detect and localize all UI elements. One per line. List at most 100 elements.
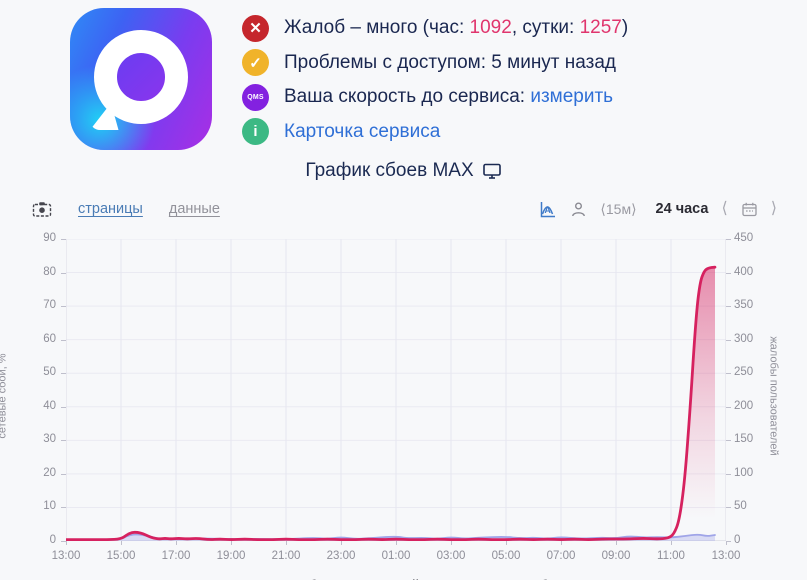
tick-mark xyxy=(506,541,507,545)
tick-mark xyxy=(176,541,177,545)
tick-mark xyxy=(726,272,731,274)
tick-mark xyxy=(61,339,66,341)
svg-text:A: A xyxy=(545,205,552,215)
legend-item[interactable]: жалобы пользователей xyxy=(245,577,419,580)
tick-mark xyxy=(726,239,731,240)
tab-pages[interactable]: страницы xyxy=(78,201,143,217)
tick-mark xyxy=(671,541,672,545)
legend-label: сетевые сбои xyxy=(480,577,562,580)
status-text-segment: , сутки: xyxy=(511,17,580,38)
calendar-icon[interactable] xyxy=(741,201,758,218)
chart-title-text: График сбоев MAX xyxy=(305,160,474,181)
status-text-segment: Проблемы с доступом: 5 минут назад xyxy=(284,51,616,73)
left-axis-tick-label: 50 xyxy=(43,366,56,379)
info-circle-icon: i xyxy=(242,118,269,146)
cross-circle-icon: ✕ xyxy=(242,14,269,42)
tick-mark xyxy=(61,473,66,475)
prev-period-chevron[interactable]: ⟨ xyxy=(721,200,728,217)
tick-mark xyxy=(726,373,731,375)
tab-data[interactable]: данные xyxy=(168,201,220,217)
tick-mark xyxy=(61,373,66,375)
status-link[interactable]: Карточка сервиса xyxy=(284,120,441,142)
right-axis-tick-label: 450 xyxy=(734,232,754,244)
left-axis-tick-label: 90 xyxy=(43,232,56,244)
left-axis-tick-label: 40 xyxy=(43,399,56,412)
x-axis-tick-label: 01:00 xyxy=(381,550,411,562)
tick-mark xyxy=(61,272,66,274)
tick-mark xyxy=(61,306,66,308)
tick-mark xyxy=(726,473,731,475)
tick-mark xyxy=(61,541,66,542)
tick-mark xyxy=(561,541,562,545)
tick-mark xyxy=(231,541,232,545)
max-app-icon xyxy=(70,8,212,150)
tick-mark xyxy=(396,541,397,545)
left-axis-tick-label: 60 xyxy=(43,332,56,345)
tick-mark xyxy=(61,440,66,442)
camera-screenshot-icon[interactable] xyxy=(32,201,52,218)
status-text-segment: Ваша скорость до сервиса: xyxy=(284,86,531,108)
x-axis-tick-label: 21:00 xyxy=(271,550,301,562)
status-link[interactable]: измерить xyxy=(530,86,614,108)
tick-mark xyxy=(726,507,731,509)
tick-mark xyxy=(726,339,731,341)
status-text-segment: 1092 xyxy=(469,17,512,38)
monitor-icon xyxy=(482,162,502,180)
status-row: ✕ Жалоб – много (час: 1092, сутки: 1257) xyxy=(242,14,628,42)
next-period-chevron[interactable]: ⟩ xyxy=(770,200,777,217)
status-text-segment: ) xyxy=(621,17,629,38)
tick-mark xyxy=(726,440,731,442)
tick-mark xyxy=(726,541,727,545)
tick-mark xyxy=(726,306,731,308)
series-area-complaints xyxy=(66,267,715,541)
x-axis-tick-label: 23:00 xyxy=(326,550,356,562)
chart-toolbar: страницы данные A ⟨15м⟩ 24 часа ⟨ xyxy=(0,197,807,221)
x-axis-tick-label: 07:00 xyxy=(546,550,576,562)
tick-mark xyxy=(121,541,122,545)
status-text-segment: Жалоб – много (час: xyxy=(284,17,470,38)
legend-item[interactable]: сетевые сбои xyxy=(447,577,562,580)
right-axis-tick-label: 300 xyxy=(734,332,754,345)
right-axis-tick-label: 400 xyxy=(734,265,754,278)
chart-legend: жалобы пользователей сетевые сбои xyxy=(0,577,807,580)
tick-mark xyxy=(66,541,67,545)
service-header: ✕ Жалоб – много (час: 1092, сутки: 1257) ✓… xyxy=(0,0,807,150)
left-axis-tick-label: 70 xyxy=(43,299,56,312)
x-axis-tick-label: 13:00 xyxy=(711,550,741,562)
tick-mark xyxy=(616,541,617,545)
axis-scale-icon[interactable]: A xyxy=(538,200,557,219)
status-row: QMS Ваша скорость до сервиса: измерить xyxy=(242,83,628,111)
status-text: Жалоб – много (час: 1092, сутки: 1257) xyxy=(284,17,628,39)
plot-area[interactable] xyxy=(66,239,726,541)
right-axis-tick-label: 0 xyxy=(734,534,741,546)
right-axis-tick-label: 100 xyxy=(734,466,754,479)
x-axis-tick-label: 09:00 xyxy=(601,550,631,562)
status-row: ✓ Проблемы с доступом: 5 минут назад xyxy=(242,49,628,77)
interval-selector[interactable]: ⟨15м⟩ xyxy=(600,200,637,217)
tick-mark xyxy=(286,541,287,545)
qms-circle-icon: QMS xyxy=(242,83,269,111)
x-axis-tick-label: 15:00 xyxy=(106,550,136,562)
x-axis-tick-label: 11:00 xyxy=(657,550,685,562)
status-text: Ваша скорость до сервиса: измерить xyxy=(284,86,613,108)
right-axis-tick-label: 50 xyxy=(734,500,747,513)
x-axis-tick-label: 13:00 xyxy=(51,550,81,562)
page-title: График сбоев MAX xyxy=(0,160,807,182)
left-axis-title: сетевые сбои, % xyxy=(0,353,9,439)
left-axis-tick-label: 0 xyxy=(49,534,56,546)
tick-mark xyxy=(726,541,731,542)
status-row: i Карточка сервиса xyxy=(242,118,628,146)
tick-mark xyxy=(726,406,731,408)
x-axis-tick-label: 19:00 xyxy=(216,550,246,562)
tick-mark xyxy=(341,541,342,545)
check-circle-icon: ✓ xyxy=(242,49,269,77)
right-axis-tick-label: 350 xyxy=(734,299,754,312)
tick-mark xyxy=(451,541,452,545)
status-text: Карточка сервиса xyxy=(284,121,440,143)
range-selector[interactable]: 24 часа xyxy=(655,201,709,217)
left-axis-tick-label: 10 xyxy=(43,500,56,513)
x-axis-tick-label: 17:00 xyxy=(161,550,191,562)
person-icon[interactable] xyxy=(570,201,587,218)
tick-mark xyxy=(61,406,66,408)
left-axis-tick-label: 80 xyxy=(43,265,56,278)
